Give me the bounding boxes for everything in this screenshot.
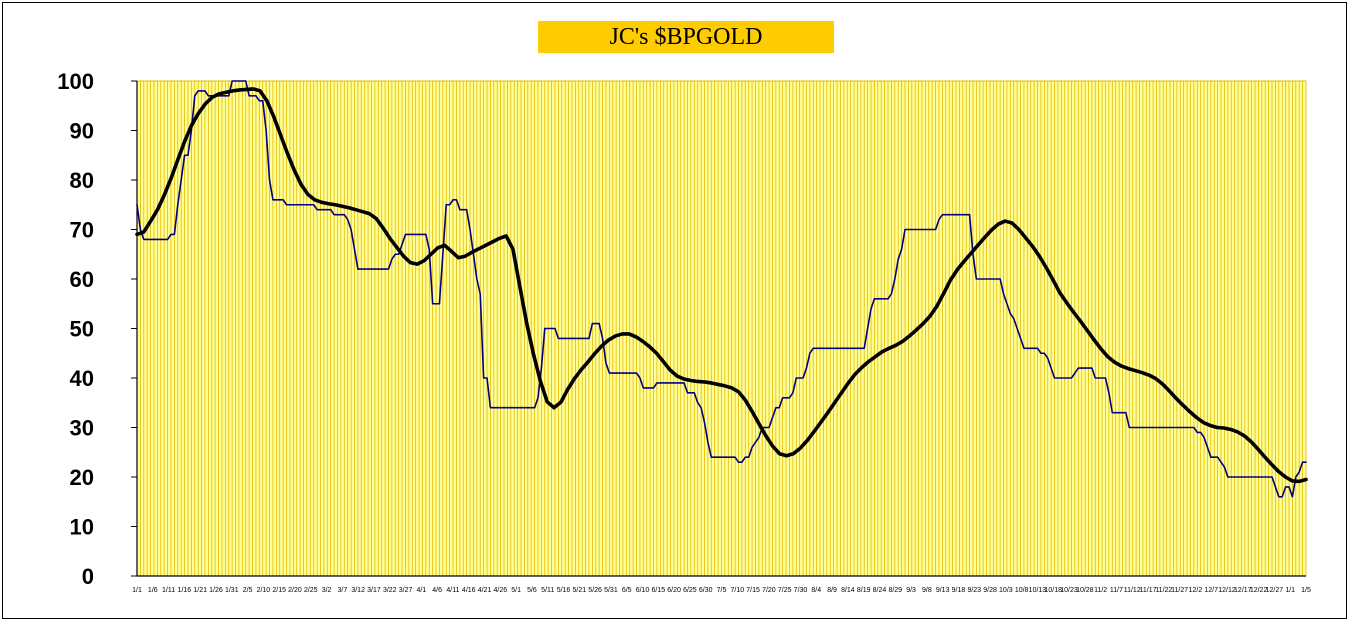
x-tick-label: 3/7 [337, 587, 347, 594]
x-tick-label: 11/17 [1140, 587, 1157, 594]
x-tick-label: 2/10 [257, 587, 271, 594]
x-tick-label: 3/2 [322, 587, 332, 594]
y-tick-label: 0 [82, 564, 94, 589]
x-tick-label: 1/21 [193, 587, 207, 594]
x-tick-label: 1/31 [225, 587, 239, 594]
x-tick-label: 6/25 [683, 587, 697, 594]
x-tick-label: 11/2 [1094, 587, 1107, 594]
x-tick-label: 12/7 [1204, 587, 1218, 594]
series-group [135, 80, 1308, 498]
x-tick-label: 6/30 [699, 587, 713, 594]
x-tick-label: 1/6 [148, 587, 158, 594]
x-tick-label: 1/5 [1301, 587, 1311, 594]
x-tick-label: 8/19 [857, 587, 871, 594]
x-tick-label: 9/28 [983, 587, 997, 594]
x-tick-label: 3/27 [399, 587, 413, 594]
x-tick-label: 4/11 [446, 587, 459, 594]
x-tick-label: 5/11 [541, 587, 554, 594]
x-tick-label: 8/14 [841, 587, 855, 594]
x-tick-label: 9/18 [952, 587, 966, 594]
x-tick-label: 2/20 [288, 587, 302, 594]
x-tick-label: 1/26 [209, 587, 223, 594]
x-tick-label: 7/25 [778, 587, 792, 594]
x-tick-label: 6/5 [622, 587, 632, 594]
x-tick-label: 1/11 [162, 587, 175, 594]
x-tick-label: 1/1 [132, 587, 142, 594]
x-tick-label: 4/21 [478, 587, 492, 594]
x-tick-label: 2/15 [272, 587, 286, 594]
x-tick-label: 8/24 [873, 587, 887, 594]
x-tick-label: 10/13 [1029, 587, 1047, 594]
x-tick-label: 9/23 [967, 587, 981, 594]
x-tick-label: 4/6 [432, 587, 442, 594]
x-tick-label: 4/1 [416, 587, 426, 594]
x-tick-label: 12/2 [1189, 587, 1203, 594]
x-tick-label: 2/5 [243, 587, 253, 594]
x-tick-label: 8/9 [827, 587, 837, 594]
raw-series-line [136, 80, 1307, 498]
x-tick-label: 3/17 [367, 587, 381, 594]
x-tick-label: 12/17 [1234, 587, 1252, 594]
x-tick-label: 11/27 [1171, 587, 1188, 594]
x-tick-label: 5/16 [557, 587, 571, 594]
x-tick-label: 11/12 [1124, 587, 1141, 594]
x-tick-label: 7/5 [717, 587, 727, 594]
y-axis: 0 10 20 30 40 50 60 70 80 90 100 [57, 69, 138, 589]
x-tick-label: 7/15 [746, 587, 760, 594]
x-tick-label: 6/10 [636, 587, 650, 594]
x-tick-label: 1/1 [1285, 587, 1295, 594]
x-tick-label: 3/22 [383, 587, 397, 594]
y-tick-label: 40 [70, 366, 94, 391]
x-tick-label: 5/6 [527, 587, 537, 594]
y-tick-label: 70 [70, 218, 94, 243]
x-axis: 1/1 1/6 1/11 1/16 1/21 1/26 1/31 2/5 2/10 2/15 2/2… [132, 575, 1311, 594]
x-tick-label: 9/3 [906, 587, 916, 594]
x-tick-label: 10/23 [1060, 587, 1078, 594]
y-tick-label: 100 [57, 69, 94, 94]
x-tick-label: 9/13 [936, 587, 950, 594]
x-tick-label: 11/22 [1155, 587, 1172, 594]
x-tick-label: 5/21 [573, 587, 587, 594]
x-tick-label: 7/10 [730, 587, 744, 594]
y-tick-label: 10 [70, 515, 94, 540]
x-tick-label: 8/29 [888, 587, 902, 594]
x-tick-label: 10/18 [1044, 587, 1062, 594]
y-tick-label: 30 [70, 416, 94, 441]
x-tick-label: 10/28 [1076, 587, 1094, 594]
x-tick-label: 5/1 [511, 587, 521, 594]
x-tick-label: 5/26 [588, 587, 602, 594]
x-tick-label: 1/16 [178, 587, 192, 594]
vertical-gridlines [136, 81, 1307, 576]
x-tick-label: 10/3 [999, 587, 1013, 594]
x-tick-label: 3/12 [351, 587, 365, 594]
x-tick-label: 12/12 [1218, 587, 1236, 594]
x-tick-label: 6/20 [667, 587, 681, 594]
y-tick-label: 80 [70, 168, 94, 193]
x-tick-label: 12/22 [1250, 587, 1268, 594]
x-tick-label: 7/30 [794, 587, 808, 594]
x-tick-label: 12/27 [1266, 587, 1284, 594]
y-tick-label: 20 [70, 465, 94, 490]
x-tick-label: 9/8 [922, 587, 932, 594]
x-tick-label: 11/7 [1110, 587, 1123, 594]
x-tick-label: 8/4 [811, 587, 821, 594]
x-tick-label: 7/20 [762, 587, 776, 594]
x-tick-label: 4/26 [494, 587, 508, 594]
y-tick-label: 60 [70, 267, 94, 292]
x-tick-label: 4/16 [462, 587, 476, 594]
x-tick-label: 2/25 [304, 587, 318, 594]
y-tick-label: 50 [70, 317, 94, 342]
y-tick-label: 90 [70, 119, 94, 144]
x-tick-label: 6/15 [651, 587, 665, 594]
smoothed-series-line [135, 87, 1308, 484]
x-tick-label: 10/8 [1015, 587, 1029, 594]
chart-title: JC's $BPGOLD [538, 21, 834, 53]
x-tick-label: 5/31 [604, 587, 618, 594]
